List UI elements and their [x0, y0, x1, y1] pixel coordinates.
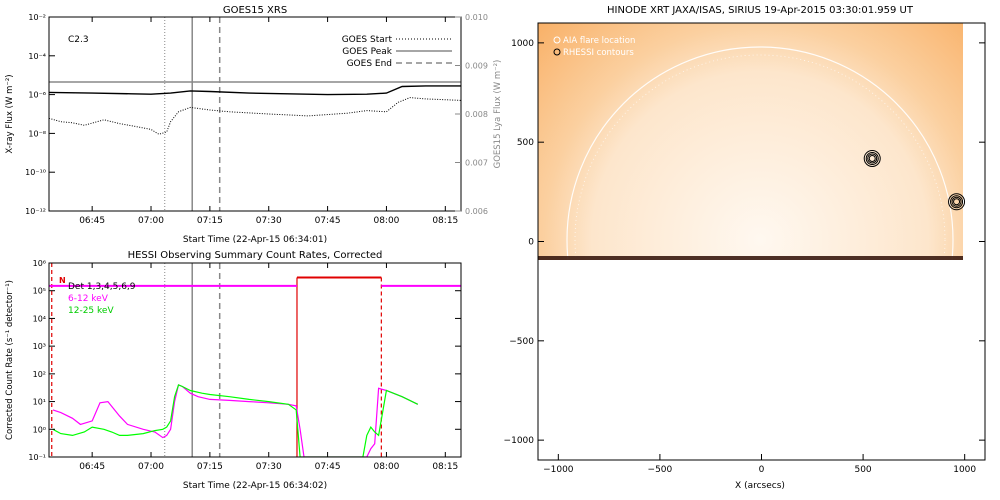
hessi-x-tick-label: 08:15 — [432, 462, 458, 472]
goes-series-line-1 — [49, 97, 461, 135]
hessi-x-tick-label: 08:00 — [373, 462, 399, 472]
goes-y-tick-label: 10⁻⁶ — [28, 91, 46, 100]
rhessi-contour-0 — [867, 153, 878, 164]
goes-series-layer — [49, 17, 461, 211]
goes-y-tick-label: 10⁻¹⁰ — [25, 168, 46, 177]
goes-x-tick-label: 08:00 — [373, 216, 399, 226]
xrt-title: HINODE XRT JAXA/ISAS, SIRIUS 19-Apr-2015… — [607, 5, 914, 16]
hessi-legend-label-12-25: 12-25 keV — [68, 306, 114, 316]
hessi-flag-label: N — [59, 276, 66, 285]
goes-y-tick-label: 10⁻⁸ — [28, 129, 46, 138]
hessi-y-tick-label: 10⁶ — [33, 259, 46, 268]
rhessi-contour-1 — [948, 193, 966, 211]
rhessi-contours — [863, 149, 966, 211]
xrt-legend-label-aia: AIA flare location — [563, 36, 635, 46]
goes-title: GOES15 XRS — [223, 5, 287, 16]
goes-y2-tick-label: 0.006 — [465, 207, 488, 216]
rhessi-contour-0 — [865, 151, 879, 165]
xrt-legend: AIA flare location RHESSI contours — [553, 36, 635, 58]
goes-ylabel-right: GOES15 Lya Flux (W m⁻²) — [493, 60, 503, 169]
hessi-y-tick-label: 10² — [33, 370, 46, 379]
rhessi-contour-0 — [863, 149, 881, 167]
hessi-legend-label-det: Det 1,3,4,5,6,9 — [68, 282, 136, 292]
goes-y2-tick-label: 0.007 — [465, 159, 488, 168]
hessi-axes: 06:45 07:00 07:15 07:30 07:45 08:00 08:15 10⁻¹ 1… — [28, 259, 461, 472]
hessi-ylabel: Corrected Count Rate (s⁻¹ detector⁻¹) — [5, 280, 15, 440]
xrt-legend-swatch-rhessi — [553, 48, 561, 56]
goes-y2-tick-label: 0.008 — [465, 110, 488, 119]
xrt-y-tick-label: −1000 — [504, 436, 535, 446]
xrt-x-tick-label: −500 — [648, 465, 673, 475]
rhessi-contour-0 — [868, 154, 876, 162]
xrt-axes: −1000 −500 0 500 1000 −1000 −500 0 500 1000 — [504, 39, 985, 475]
goes-y-tick-label: 10⁻⁴ — [28, 52, 46, 61]
hessi-title: HESSI Observing Summary Count Rates, Cor… — [128, 250, 383, 261]
goes-series-line-0 — [49, 85, 461, 96]
solar-limb-dotted — [574, 54, 946, 260]
xrt-y-tick-label: 500 — [517, 138, 534, 148]
hessi-x-tick-label: 07:30 — [256, 462, 282, 472]
goes-x-tick-label: 07:00 — [138, 216, 164, 226]
xrt-x-tick-label: 0 — [759, 465, 765, 475]
rhessi-contour-1 — [951, 196, 962, 207]
goes-legend-label-peak: GOES Peak — [342, 47, 392, 57]
xrt-x-tick-label: 500 — [854, 465, 871, 475]
xrt-xlabel: X (arcsecs) — [735, 481, 785, 491]
xrt-image-bottom-edge — [538, 256, 963, 260]
goes-y2-tick-label: 0.009 — [465, 62, 488, 71]
hessi-series-layer — [49, 263, 461, 457]
goes-y-tick-label: 10⁻² — [28, 13, 46, 22]
hessi-x-tick-label: 07:15 — [197, 462, 223, 472]
hessi-plot-frame — [48, 262, 462, 458]
hessi-y-tick-label: 10⁰ — [33, 425, 46, 434]
goes-x-tick-label: 07:15 — [197, 216, 223, 226]
goes-annotation: C2.3 — [68, 35, 89, 45]
goes-x-tick-label: 08:15 — [432, 216, 458, 226]
goes-x-tick-label: 06:45 — [79, 216, 105, 226]
hessi-xlabel: Start Time (22-Apr-15 06:34:02) — [183, 481, 327, 491]
hessi-legend-label-6-12: 6-12 keV — [68, 294, 109, 304]
goes-axes: 06:45 07:00 07:15 07:30 07:45 08:00 08:15 10⁻¹²… — [25, 13, 488, 226]
hessi-y-tick-label: 10⁵ — [33, 287, 46, 296]
goes-legend: GOES Start GOES Peak GOES End — [342, 35, 452, 69]
hessi-y-tick-label: 10⁴ — [33, 314, 46, 323]
hessi-legend: Det 1,3,4,5,6,9 6-12 keV 12-25 keV — [68, 282, 136, 316]
rhessi-contour-1 — [953, 198, 961, 206]
xrt-image-background — [538, 23, 963, 260]
xrt-y-tick-label: 0 — [528, 238, 534, 248]
hessi-y-tick-label: 10⁻¹ — [28, 453, 46, 462]
goes-ylabel: X-ray Flux (W m⁻²) — [5, 74, 15, 153]
xrt-y-tick-label: −500 — [509, 337, 534, 347]
xrt-legend-swatch-aia — [553, 36, 561, 44]
xrt-image — [538, 23, 963, 260]
goes-xlabel: Start Time (22-Apr-15 06:34:01) — [183, 235, 327, 245]
xrt-x-tick-label: 1000 — [953, 465, 976, 475]
xrt-legend-label-rhessi: RHESSI contours — [563, 48, 634, 58]
goes-plot-frame — [48, 16, 462, 212]
hessi-x-tick-label: 07:45 — [315, 462, 341, 472]
hessi-x-tick-label: 06:45 — [79, 462, 105, 472]
xrt-x-tick-label: −1000 — [543, 465, 574, 475]
goes-legend-label-start: GOES Start — [342, 35, 393, 45]
rhessi-contour-1 — [950, 195, 964, 209]
xrt-panel: HINODE XRT JAXA/ISAS, SIRIUS 19-Apr-2015… — [504, 5, 986, 491]
hessi-y-tick-label: 10³ — [33, 342, 46, 351]
goes-y2-tick-label: 0.010 — [465, 13, 488, 22]
hessi-panel: HESSI Observing Summary Count Rates, Cor… — [5, 250, 462, 491]
goes-x-tick-label: 07:45 — [315, 216, 341, 226]
hessi-y-tick-label: 10¹ — [33, 398, 46, 407]
goes-y-tick-label: 10⁻¹² — [25, 207, 46, 216]
goes-x-tick-label: 07:30 — [256, 216, 282, 226]
hessi-series-line-0 — [52, 384, 419, 457]
solar-limb — [566, 46, 954, 260]
goes-legend-label-end: GOES End — [347, 59, 392, 69]
xrt-y-tick-label: 1000 — [511, 39, 534, 49]
hessi-series-line-1 — [52, 384, 419, 457]
hessi-x-tick-label: 07:00 — [138, 462, 164, 472]
goes-panel: GOES15 XRS 06:45 07:00 07:15 07:30 07:45 08:0… — [5, 5, 503, 245]
